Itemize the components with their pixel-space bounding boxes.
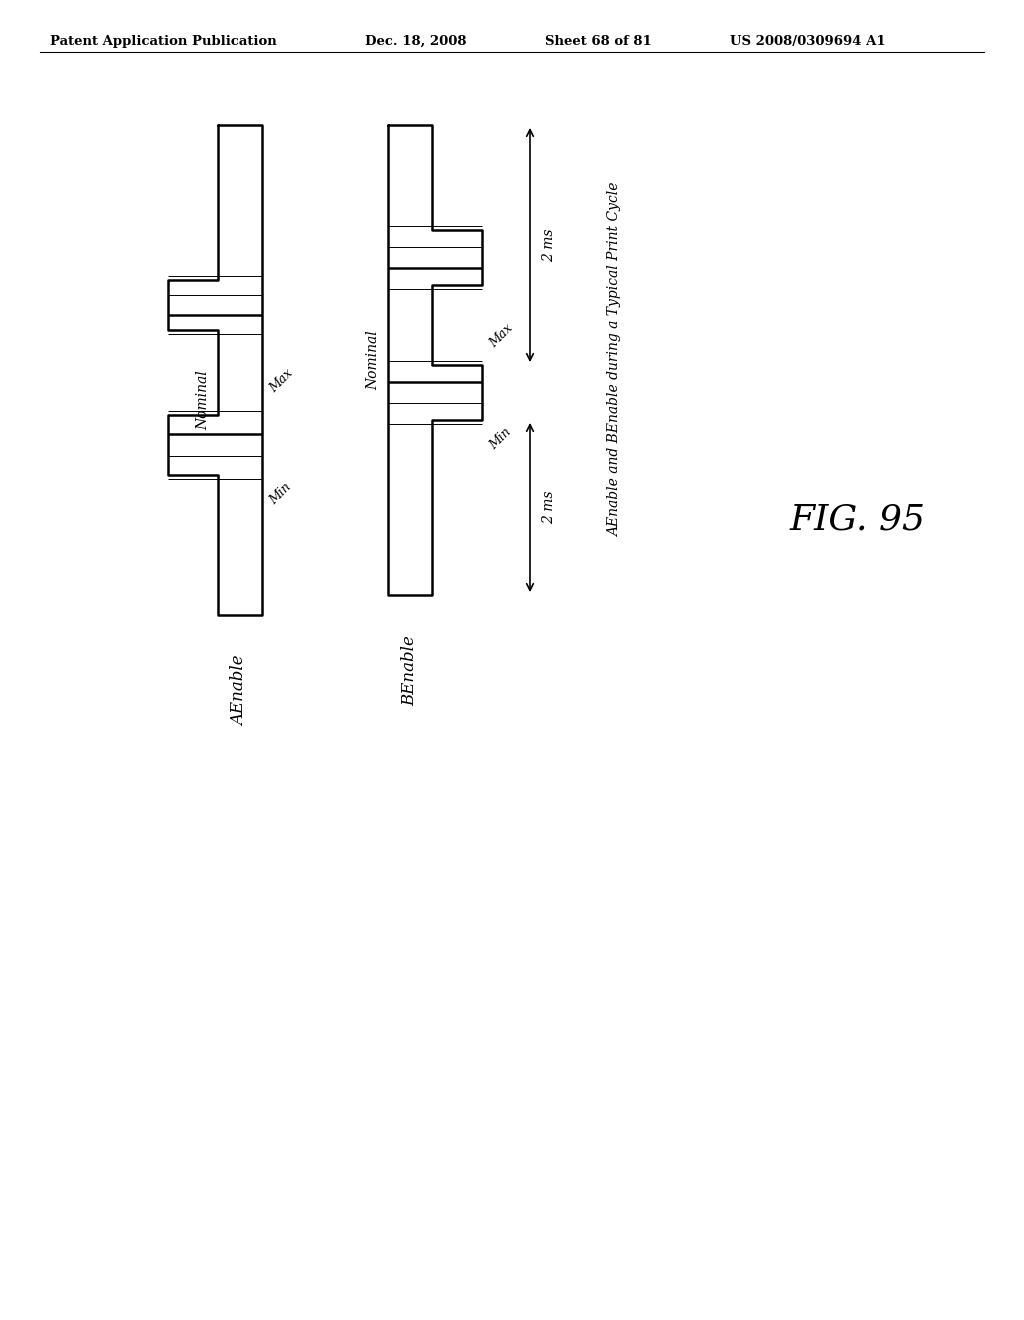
Text: AEnable and BEnable during a Typical Print Cycle: AEnable and BEnable during a Typical Pri… xyxy=(608,182,622,537)
Text: AEnable: AEnable xyxy=(231,655,249,726)
Text: Nominal: Nominal xyxy=(196,370,210,430)
Text: BEnable: BEnable xyxy=(401,635,419,706)
Text: 2 ms: 2 ms xyxy=(542,228,556,261)
Text: Sheet 68 of 81: Sheet 68 of 81 xyxy=(545,36,651,48)
Text: US 2008/0309694 A1: US 2008/0309694 A1 xyxy=(730,36,886,48)
Text: Dec. 18, 2008: Dec. 18, 2008 xyxy=(365,36,467,48)
Text: Patent Application Publication: Patent Application Publication xyxy=(50,36,276,48)
Text: Max: Max xyxy=(487,322,515,350)
Text: Min: Min xyxy=(267,480,294,507)
Text: 2 ms: 2 ms xyxy=(542,491,556,524)
Text: Max: Max xyxy=(267,367,296,395)
Text: FIG. 95: FIG. 95 xyxy=(790,503,926,537)
Text: Min: Min xyxy=(487,425,514,451)
Text: Nominal: Nominal xyxy=(366,330,380,389)
